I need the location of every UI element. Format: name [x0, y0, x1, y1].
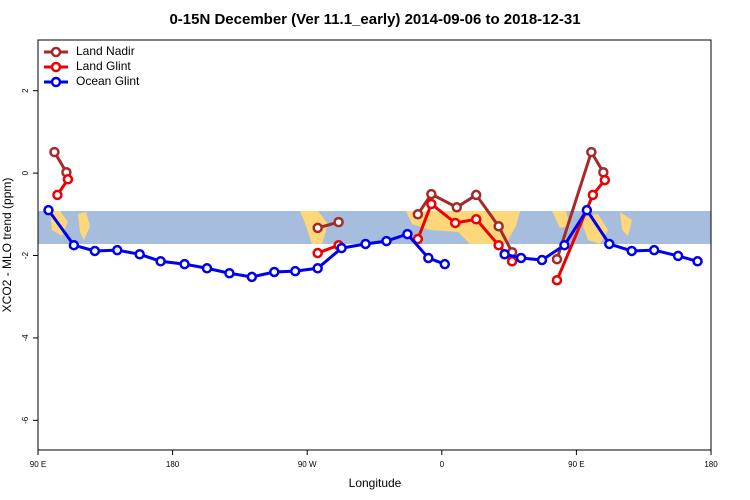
- series-marker: [312, 222, 323, 234]
- legend-label: Land Nadir: [76, 44, 135, 58]
- x-axis-label: Longitude: [349, 476, 402, 490]
- y-axis-label: XCO2 - MLO trend (ppm): [0, 178, 14, 313]
- series-marker: [551, 253, 563, 265]
- series-marker: [312, 247, 323, 259]
- series-marker: [333, 216, 344, 228]
- series-marker: [269, 266, 280, 278]
- y-tick-label: -2: [21, 251, 30, 259]
- series-marker: [692, 256, 703, 267]
- series-marker: [412, 209, 424, 220]
- legend-label: Land Glint: [76, 59, 131, 73]
- series-marker: [49, 146, 60, 158]
- series-line: [504, 207, 698, 263]
- series-marker: [559, 239, 570, 251]
- x-tick-label: 180: [704, 460, 718, 469]
- series-marker: [381, 235, 392, 247]
- series-marker: [89, 245, 101, 257]
- legend-marker: [50, 76, 62, 88]
- series-marker: [506, 256, 518, 267]
- series-marker: [412, 233, 424, 245]
- series-marker: [450, 217, 461, 229]
- plot-frame: [37, 39, 712, 451]
- series-marker: [426, 198, 437, 210]
- legend-label: Ocean Glint: [76, 74, 140, 88]
- series-marker: [499, 249, 510, 260]
- series-marker: [426, 188, 437, 200]
- legend-marker: [50, 61, 62, 73]
- series-marker: [62, 174, 74, 185]
- series-marker: [536, 254, 548, 266]
- series-marker: [604, 238, 615, 250]
- series-marker: [336, 242, 347, 254]
- series-marker: [648, 244, 660, 256]
- series-marker: [587, 189, 599, 201]
- y-tick-label: 0: [21, 170, 30, 175]
- y-tick-label: -6: [21, 416, 30, 424]
- series-marker: [155, 256, 166, 267]
- y-tick-label: -4: [21, 334, 30, 342]
- series-marker: [493, 221, 504, 232]
- series-marker: [289, 265, 301, 277]
- series-marker: [423, 252, 434, 264]
- series-marker: [312, 263, 323, 274]
- legend-marker: [50, 46, 62, 58]
- chart-title: 0-15N December (Ver 11.1_early) 2014-09-…: [169, 11, 580, 28]
- series-marker: [360, 238, 371, 250]
- series-marker: [586, 146, 597, 158]
- series-marker: [626, 245, 637, 257]
- series-marker: [43, 204, 54, 216]
- series-marker: [451, 202, 463, 213]
- series-marker: [493, 239, 504, 251]
- x-tick-label: 90 W: [298, 460, 317, 469]
- series-marker: [134, 249, 145, 260]
- x-tick-label: 90 E: [568, 460, 584, 469]
- y-tick-label: 2: [21, 88, 30, 93]
- series-marker: [112, 244, 123, 256]
- series-marker: [515, 252, 527, 264]
- series-marker: [224, 267, 235, 279]
- series-marker: [551, 274, 563, 286]
- series-marker: [599, 174, 611, 186]
- series-marker: [470, 189, 482, 201]
- series-marker: [439, 258, 451, 270]
- x-tick-label: 180: [166, 460, 180, 469]
- series-marker: [402, 228, 413, 240]
- x-tick-label: 0: [440, 460, 445, 469]
- series-marker: [52, 189, 63, 201]
- series-marker: [179, 258, 190, 270]
- series-marker: [246, 271, 258, 283]
- series-marker: [581, 204, 593, 216]
- x-tick-label: 90 E: [30, 460, 46, 469]
- series-marker: [201, 263, 213, 274]
- series-marker: [68, 239, 80, 251]
- series-marker: [470, 213, 482, 225]
- series-marker: [672, 250, 684, 262]
